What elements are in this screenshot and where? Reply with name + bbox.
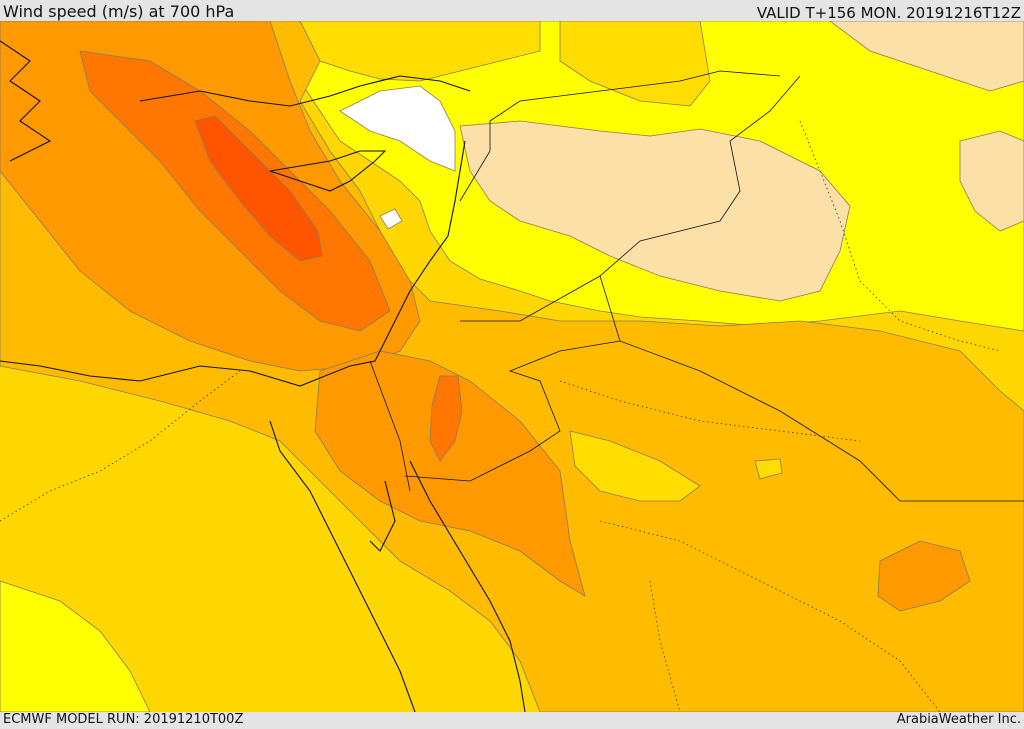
contour-very-light-iran [959, 130, 1024, 232]
contour-very-light-syria [459, 120, 851, 302]
coastlines [0, 40, 526, 712]
contour-light-southwest [0, 580, 151, 712]
footer-bar: ECMWF MODEL RUN: 20191210T00Z ArabiaWeat… [0, 712, 1024, 729]
province-borders [0, 120, 1001, 712]
contour-medium-north [299, 21, 541, 82]
header-bar: Wind speed (m/s) at 700 hPa VALID T+156 … [0, 0, 1024, 22]
contour-light-patch-small [754, 458, 783, 480]
contour-calm-patch [339, 85, 456, 172]
model-run-label: ECMWF MODEL RUN: 20191210T00Z [3, 712, 244, 727]
contour-light-patch-arabia [569, 430, 701, 502]
contour-medium-northeast [559, 21, 711, 107]
contour-medium-high-arabia [877, 540, 971, 612]
contour-medium-high-jordan [314, 350, 586, 597]
map-svg [0, 21, 1024, 712]
country-borders [369, 70, 1024, 502]
contour-calm-small [379, 208, 403, 230]
wind-speed-map [0, 21, 1024, 712]
valid-time: VALID T+156 MON. 20191216T12Z [756, 4, 1021, 22]
contour-high-jordan [429, 375, 463, 462]
contour-very-high-core [194, 115, 323, 262]
contour-very-light-northeast [829, 21, 1024, 92]
map-title: Wind speed (m/s) at 700 hPa [3, 2, 235, 21]
credit-label: ArabiaWeather Inc. [896, 712, 1021, 727]
